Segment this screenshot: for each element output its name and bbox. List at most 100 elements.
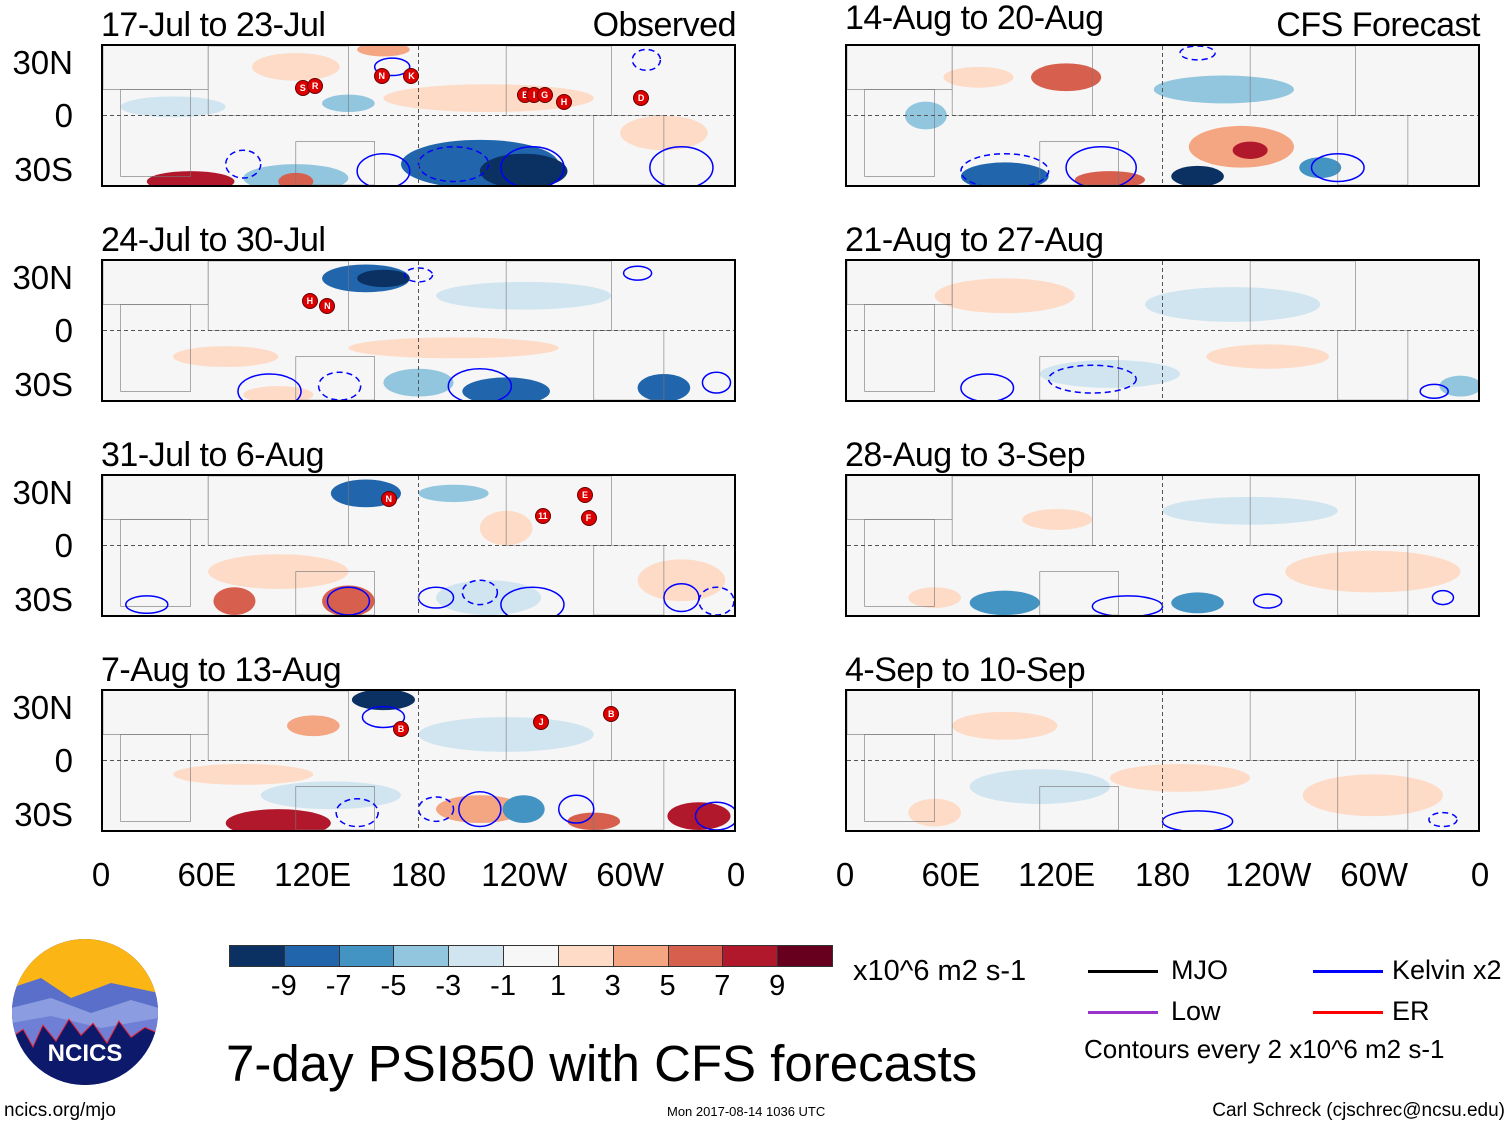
anomaly-blob <box>418 484 489 503</box>
anomaly-map <box>845 689 1480 832</box>
anomaly-blob <box>1439 375 1478 397</box>
tropical-cyclone-marker: E <box>577 487 593 504</box>
kelvin-contour <box>624 266 652 280</box>
anomaly-blob <box>952 711 1058 740</box>
kelvin-contour <box>448 369 511 400</box>
lon-label: 120W <box>481 856 568 893</box>
lat-label: 30S <box>14 581 73 618</box>
colorbar-label: 9 <box>769 970 786 1002</box>
panel-title: 24-Jul to 30-Jul <box>101 221 326 259</box>
kelvin-contour <box>501 147 564 185</box>
colorbar-label: -1 <box>490 970 516 1002</box>
kelvin-contour <box>559 795 594 823</box>
lon-label: 180 <box>1134 856 1191 893</box>
legend-kelvin-label: Kelvin x2 <box>1392 955 1502 985</box>
kelvin-contour <box>1420 384 1448 398</box>
tropical-cyclone-marker: B <box>603 705 620 722</box>
ncics-logo: NCICS <box>12 939 158 1085</box>
kelvin-contour <box>1163 811 1233 830</box>
kelvin-contour <box>226 150 261 178</box>
anomaly-map <box>845 259 1480 402</box>
footer-timestamp: Mon 2017-08-14 1036 UTC <box>667 1104 826 1119</box>
colorbar-label: -5 <box>380 970 407 1002</box>
coastline <box>103 46 208 89</box>
kelvin-contour <box>419 797 454 821</box>
anomaly-blob <box>287 715 340 737</box>
legend-low-line <box>1088 1011 1158 1014</box>
coastline <box>208 476 348 546</box>
lat-label: 0 <box>54 742 73 779</box>
tropical-cyclone-marker: 11 <box>534 507 551 524</box>
anomaly-blob <box>1031 63 1102 92</box>
coastline <box>121 304 191 391</box>
coastline <box>296 357 375 400</box>
anomaly-blob <box>436 795 524 824</box>
tropical-cyclone-marker: J <box>533 714 550 731</box>
footer-url[interactable]: ncics.org/mjo <box>4 1100 116 1121</box>
kelvin-contour <box>319 372 361 400</box>
anomaly-blob <box>934 278 1075 314</box>
lat-label: 30S <box>14 366 73 403</box>
anomaly-blob <box>173 763 314 785</box>
colorbar-swatch <box>557 945 614 967</box>
anomaly-blob <box>146 171 235 185</box>
anomaly-blob <box>637 559 726 602</box>
kelvin-contour <box>362 707 404 728</box>
lat-label: 0 <box>54 527 73 564</box>
colorbar-label: 3 <box>604 970 621 1002</box>
anomaly-blob <box>351 691 415 711</box>
colorbar-swatch <box>283 945 340 967</box>
coastline <box>208 261 348 331</box>
colorbar-swatch <box>338 945 395 967</box>
coastline <box>865 89 935 176</box>
coastline <box>847 46 952 89</box>
coastline <box>1040 357 1119 400</box>
panel-title: 31-Jul to 6-Aug <box>101 436 325 474</box>
anomaly-blob <box>943 66 1014 88</box>
colorbar-swatch <box>448 945 505 967</box>
lon-label: 0 <box>726 856 746 893</box>
colorbar-label: -7 <box>325 970 352 1002</box>
coastline <box>103 261 208 304</box>
panel-title: 14-Aug to 20-Aug <box>845 0 1104 37</box>
anomaly-blob <box>1171 165 1224 185</box>
colorbar-swatch <box>612 945 669 967</box>
panel-title: 17-Jul to 23-Jul <box>101 6 326 44</box>
anomaly-blob <box>1153 75 1294 104</box>
colorbar-units: x10^6 m2 s-1 <box>853 955 1027 987</box>
footer-author: Carl Schreck (cjschrec@ncsu.edu) <box>1212 1100 1505 1121</box>
kelvin-contour <box>961 154 1049 185</box>
colorbar-swatch <box>777 945 833 967</box>
logo-text: NCICS <box>48 1040 123 1067</box>
tropical-cyclone-marker: G <box>536 86 553 103</box>
colorbar-label: -9 <box>270 970 297 1002</box>
kelvin-contour <box>1180 46 1215 60</box>
kelvin-contour <box>1066 147 1136 185</box>
coastline <box>1040 142 1119 185</box>
anomaly-blob <box>1302 774 1443 817</box>
tropical-cyclone-marker: H <box>301 292 318 309</box>
kelvin-contour <box>1429 813 1457 827</box>
anomaly-blob <box>251 52 340 81</box>
kelvin-contour <box>501 587 564 615</box>
kelvin-contour <box>238 374 301 400</box>
lat-label: 30N <box>12 44 73 81</box>
legend-er-label: ER <box>1392 996 1430 1026</box>
legend-mjo-label: MJO <box>1171 955 1228 985</box>
anomaly-map: N 11 E F <box>101 474 736 617</box>
kelvin-contour <box>375 58 410 75</box>
lat-label: 30N <box>12 259 73 296</box>
legend-mjo-line <box>1088 970 1158 973</box>
anomaly-blob <box>243 386 314 400</box>
kelvin-contour <box>1092 596 1162 615</box>
coastline <box>865 734 935 821</box>
anomaly-blob <box>260 781 401 810</box>
colorbar-label: 1 <box>549 970 566 1002</box>
tropical-cyclone-marker: B <box>392 721 409 738</box>
kelvin-contour <box>126 596 168 613</box>
coastline <box>121 89 191 176</box>
colorbar-swatch <box>722 945 779 967</box>
kelvin-contour <box>1432 591 1453 605</box>
anomaly-blob <box>1171 592 1224 614</box>
colorbar-label: 7 <box>714 970 731 1002</box>
